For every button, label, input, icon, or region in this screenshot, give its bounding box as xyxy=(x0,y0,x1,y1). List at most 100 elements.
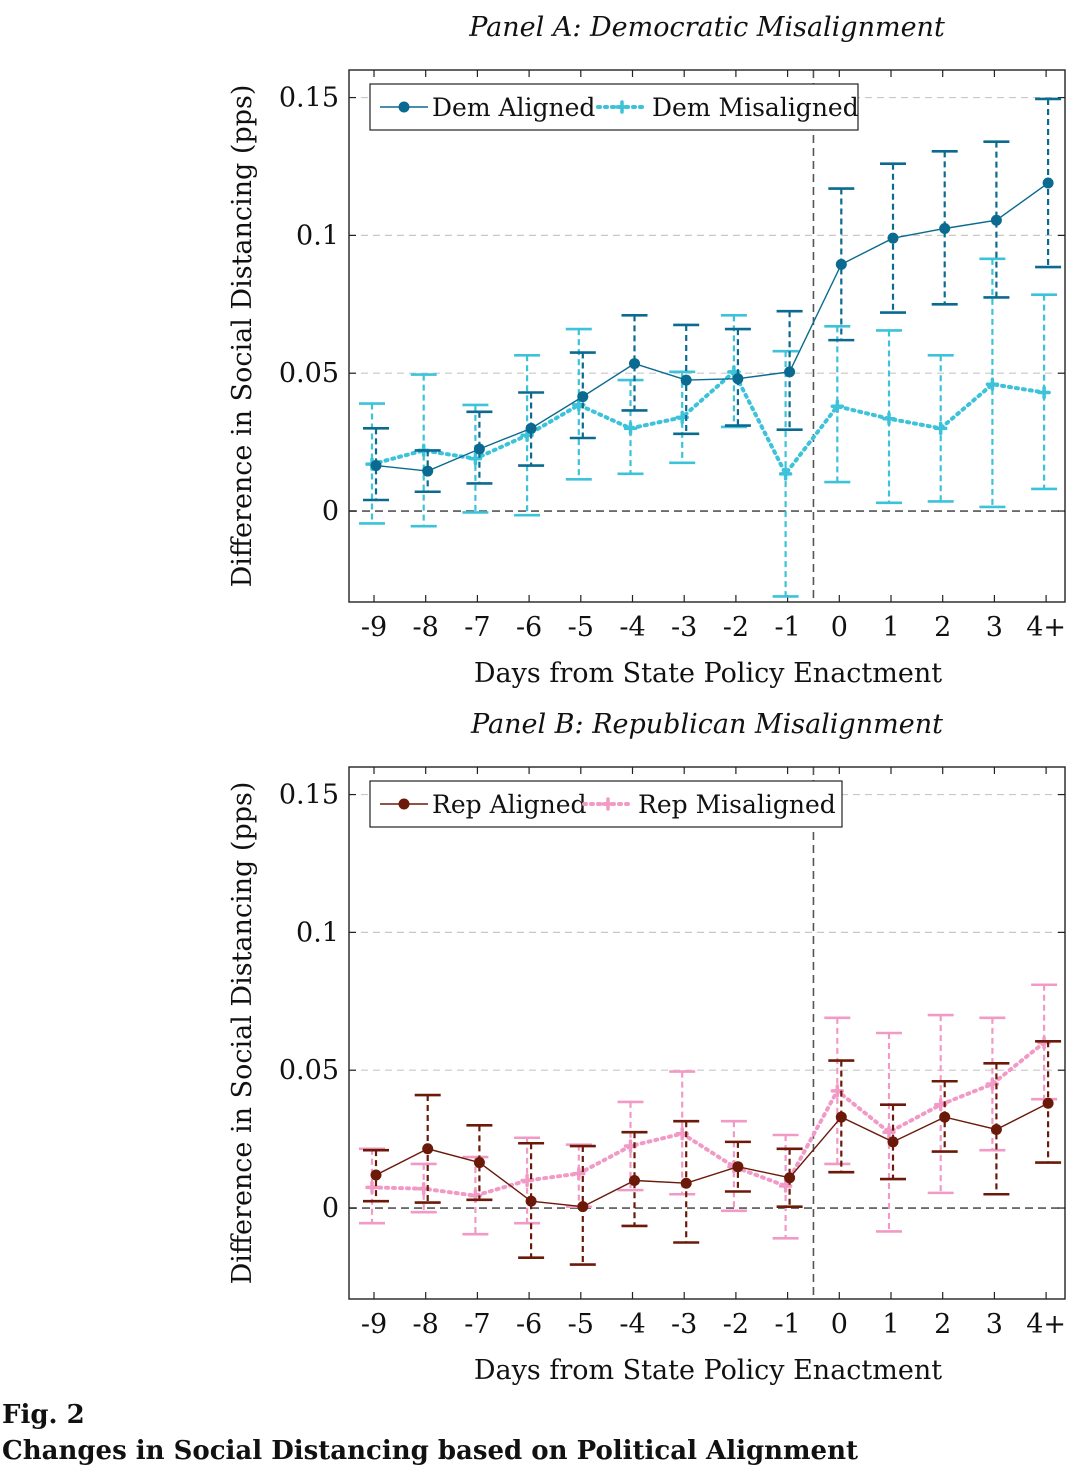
series-line xyxy=(375,1102,1049,1208)
data-point xyxy=(577,1201,589,1213)
x-tick-label: 4+ xyxy=(1026,612,1066,643)
x-tick-label: -9 xyxy=(361,1309,387,1340)
series-rep-misaligned xyxy=(359,983,1058,1240)
y-tick-label: 0.05 xyxy=(279,1055,339,1086)
data-point xyxy=(939,222,951,234)
panel-title: Panel B: Republican Misalignment xyxy=(470,709,943,740)
legend: Dem Aligned Dem Misaligned xyxy=(369,83,859,131)
x-tick-label: 0 xyxy=(831,1309,848,1340)
legend-aligned-marker xyxy=(398,798,410,810)
plot-frame xyxy=(348,69,1066,603)
data-point xyxy=(887,1136,899,1148)
data-point xyxy=(473,443,485,455)
series-line xyxy=(375,182,1049,472)
data-point xyxy=(365,1180,379,1195)
data-point xyxy=(882,411,896,426)
data-point xyxy=(985,377,1000,391)
data-point xyxy=(778,1179,793,1193)
data-point xyxy=(577,391,589,403)
data-point xyxy=(680,374,692,386)
y-tick-label: 0.15 xyxy=(279,83,339,114)
x-tick-label: -6 xyxy=(516,1309,542,1340)
data-point xyxy=(830,399,845,414)
series-rep-aligned xyxy=(363,1039,1062,1266)
y-tick-label: 0.05 xyxy=(279,358,339,389)
plot-frame xyxy=(348,766,1066,1300)
figure-title: Changes in Social Distancing based on Po… xyxy=(2,1436,859,1466)
series-dem-misaligned xyxy=(359,257,1058,598)
series-dem-aligned xyxy=(363,97,1062,502)
data-point xyxy=(887,232,899,244)
x-tick-label: -8 xyxy=(413,612,439,643)
x-tick-label: 3 xyxy=(986,612,1003,643)
legend-aligned-label: Rep Aligned xyxy=(432,790,587,819)
figure-label: Fig. 2 xyxy=(2,1400,85,1430)
x-tick-label: -3 xyxy=(671,1309,697,1340)
x-tick-label: -5 xyxy=(568,612,594,643)
legend-misaligned-marker xyxy=(615,100,629,114)
series-line xyxy=(370,368,1047,478)
x-tick-label: -8 xyxy=(413,1309,439,1340)
data-point xyxy=(422,465,434,477)
x-tick-label: -1 xyxy=(774,1309,800,1340)
data-point xyxy=(1042,1097,1054,1109)
legend: Rep Aligned Rep Misaligned xyxy=(369,780,843,828)
x-axis-label: Days from State Policy Enactment xyxy=(474,1355,942,1386)
legend-misaligned-label: Rep Misaligned xyxy=(638,790,836,819)
x-tick-label: -9 xyxy=(361,612,387,643)
x-tick-label: -7 xyxy=(464,1309,490,1340)
x-tick-label: 2 xyxy=(934,1309,951,1340)
data-point xyxy=(370,1169,382,1181)
data-point xyxy=(468,451,483,466)
data-point xyxy=(732,1161,744,1173)
x-tick-label: 3 xyxy=(986,1309,1003,1340)
legend-aligned-marker xyxy=(398,101,410,113)
x-tick-label: -5 xyxy=(568,1309,594,1340)
data-point xyxy=(784,1172,796,1184)
legend-misaligned-label: Dem Misaligned xyxy=(652,93,859,122)
data-point xyxy=(520,1173,534,1188)
x-tick-label: 1 xyxy=(882,612,899,643)
y-tick-label: 0.15 xyxy=(279,780,339,811)
data-point xyxy=(732,373,744,385)
x-tick-label: -3 xyxy=(671,612,697,643)
data-point xyxy=(473,1157,485,1169)
x-tick-label: -4 xyxy=(619,612,645,643)
x-tick-label: -7 xyxy=(464,612,490,643)
data-point xyxy=(525,422,537,434)
x-tick-label: 2 xyxy=(934,612,951,643)
x-tick-label: -1 xyxy=(774,612,800,643)
data-point xyxy=(990,214,1002,226)
x-tick-label: 4+ xyxy=(1026,1309,1066,1340)
y-tick-label: 0 xyxy=(322,496,339,527)
series-line xyxy=(370,1040,1047,1198)
data-point xyxy=(680,1177,692,1189)
y-axis-label: Difference in Social Distancing (pps) xyxy=(227,782,258,1285)
legend-misaligned-marker xyxy=(601,797,615,811)
x-tick-label: -6 xyxy=(516,612,542,643)
figure: Panel A: Democratic Misalignment 0 0.05 0.1… xyxy=(227,12,1066,1386)
data-point xyxy=(835,258,847,270)
x-tick-label: 1 xyxy=(882,1309,899,1340)
data-point xyxy=(525,1195,537,1207)
data-point xyxy=(572,1166,586,1181)
y-tick-label: 0 xyxy=(322,1193,339,1224)
x-tick-label: -2 xyxy=(723,612,749,643)
y-axis-label: Difference in Social Distancing (pps) xyxy=(227,85,258,588)
data-point xyxy=(370,460,382,472)
data-point xyxy=(629,358,640,370)
data-point xyxy=(882,1125,896,1139)
panel-title: Panel A: Democratic Misalignment xyxy=(468,12,945,43)
y-tick-label: 0.1 xyxy=(296,220,339,251)
x-tick-label: 0 xyxy=(831,612,848,643)
legend-aligned-label: Dem Aligned xyxy=(432,93,595,122)
data-point xyxy=(422,1143,434,1155)
data-point xyxy=(784,366,796,378)
panel-b: Panel B: Republican Misalignment 0 0.05 0.1… xyxy=(227,709,1066,1386)
data-point xyxy=(1037,385,1051,400)
data-point xyxy=(933,421,948,436)
data-point xyxy=(778,467,793,481)
data-point xyxy=(990,1123,1002,1135)
x-tick-label: -4 xyxy=(619,1309,645,1340)
data-point xyxy=(623,421,638,436)
